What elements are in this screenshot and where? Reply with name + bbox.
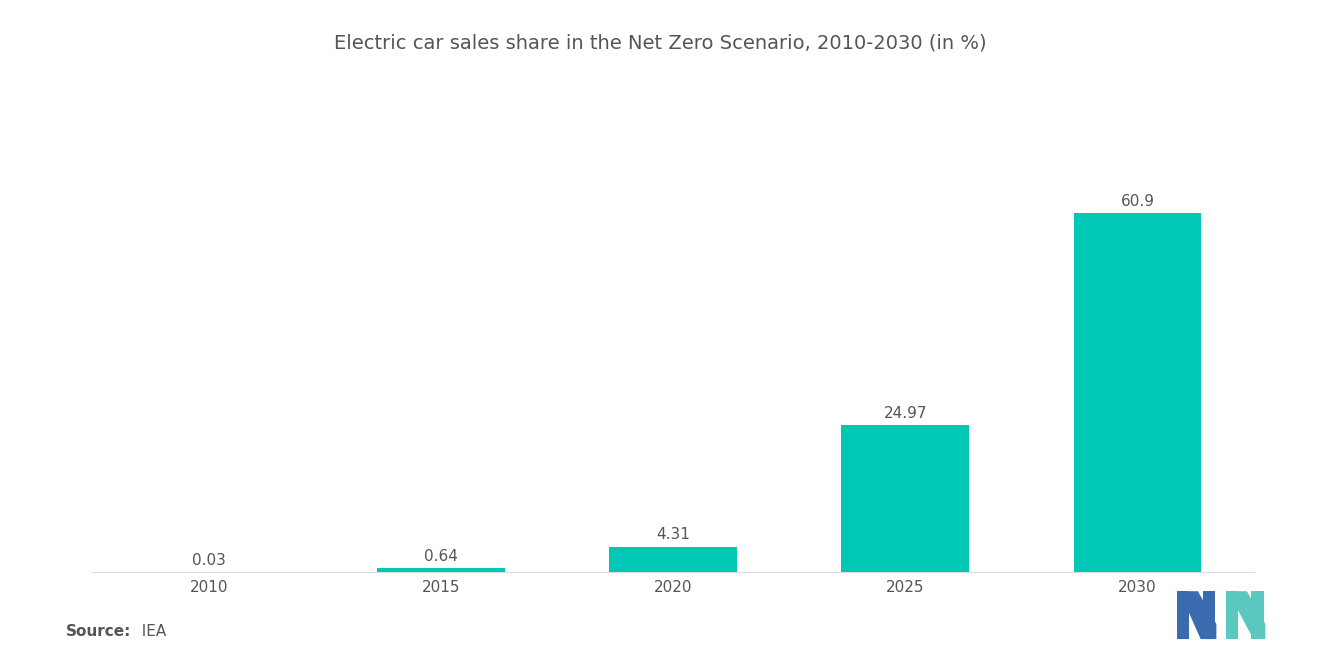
- Bar: [610, 547, 737, 572]
- Bar: [1073, 213, 1201, 572]
- Text: 0.03: 0.03: [193, 553, 226, 568]
- Polygon shape: [1236, 591, 1266, 639]
- Text: 24.97: 24.97: [883, 406, 927, 421]
- Text: 4.31: 4.31: [656, 527, 690, 543]
- Polygon shape: [1251, 591, 1263, 639]
- Bar: [841, 425, 969, 572]
- Text: 0.64: 0.64: [424, 549, 458, 564]
- Bar: [378, 568, 506, 572]
- Polygon shape: [1177, 591, 1212, 639]
- Text: Electric car sales share in the Net Zero Scenario, 2010-2030 (in %): Electric car sales share in the Net Zero…: [334, 33, 986, 53]
- Text: Source:: Source:: [66, 624, 132, 639]
- Text: IEA: IEA: [132, 624, 166, 639]
- Polygon shape: [1187, 591, 1217, 639]
- Polygon shape: [1176, 591, 1188, 639]
- Polygon shape: [1203, 591, 1214, 639]
- Polygon shape: [1225, 591, 1238, 639]
- Text: 60.9: 60.9: [1121, 194, 1155, 209]
